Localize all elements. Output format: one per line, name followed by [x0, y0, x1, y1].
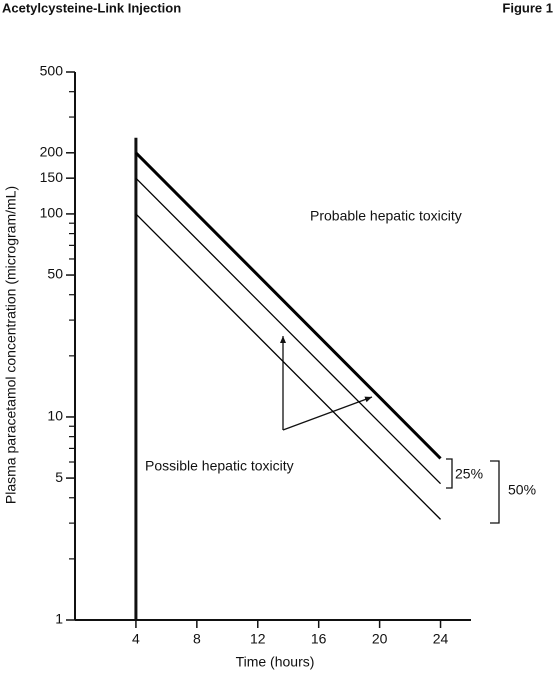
y-axis-label: Plasma paracetamol concentration (microg…	[3, 186, 19, 504]
y-tick-label: 200	[40, 144, 64, 160]
x-tick-label: 20	[372, 631, 388, 647]
y-tick-label: 500	[40, 63, 64, 79]
x-tick-label: 4	[132, 631, 140, 647]
annotation: 50%	[508, 482, 536, 498]
y-tick-label: 150	[40, 169, 64, 185]
x-tick-label: 24	[433, 631, 449, 647]
threshold-line	[134, 151, 442, 460]
bracket	[446, 458, 453, 489]
threshold-line	[135, 213, 441, 520]
y-tick-label: 1	[55, 611, 63, 627]
bracket	[490, 460, 500, 524]
header-title: Acetylcysteine-Link Injection	[2, 0, 181, 15]
y-tick-label: 10	[47, 408, 63, 424]
x-tick-label: 8	[193, 631, 201, 647]
x-tick-label: 12	[250, 631, 266, 647]
annotation: Probable hepatic toxicity	[310, 208, 462, 224]
y-tick-label: 100	[40, 205, 64, 221]
y-tick-label: 5	[55, 469, 63, 485]
annotation: 25%	[455, 466, 483, 482]
threshold-line	[135, 177, 441, 485]
x-axis-label: Time (hours)	[236, 654, 315, 670]
annotation: Possible hepatic toxicity	[145, 458, 294, 474]
arrow	[282, 396, 373, 431]
x-tick-label: 16	[311, 631, 327, 647]
y-tick-label: 50	[47, 266, 63, 282]
figure-label: Figure 1	[502, 0, 553, 15]
